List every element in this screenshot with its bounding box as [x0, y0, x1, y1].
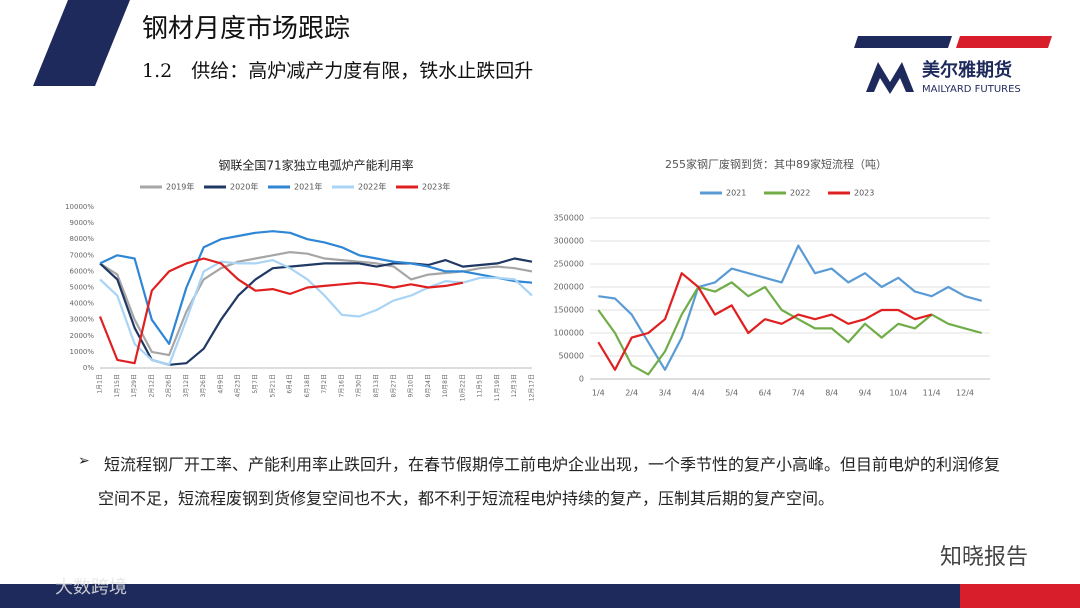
x-tick-label: 5/4 [725, 389, 738, 398]
x-tick-label: 11月19日 [494, 374, 501, 401]
x-tick-label: 8/4 [825, 389, 838, 398]
x-tick-label: 3月12日 [183, 374, 190, 397]
legend-label: 2022 [790, 189, 810, 198]
x-tick-label: 8月27日 [390, 374, 397, 397]
x-tick-label: 3月26日 [200, 374, 207, 397]
x-tick-label: 7月30日 [356, 374, 363, 397]
x-tick-label: 8月13日 [373, 374, 380, 397]
header-bar [33, 0, 130, 86]
chart-title: 255家钢厂废钢到货：其中89家短流程（吨） [665, 157, 887, 171]
x-tick-label: 1月29日 [131, 374, 138, 397]
x-tick-label: 7/4 [792, 389, 805, 398]
y-tick-label: 5000% [70, 284, 95, 292]
y-tick-label: 3000% [70, 316, 95, 324]
footer-bar [0, 584, 1080, 608]
series-line [98, 257, 464, 365]
y-tick-label: 0 [579, 375, 584, 384]
y-tick-label: 350000 [553, 214, 584, 223]
x-tick-label: 11/4 [923, 389, 941, 398]
legend-label: 2020年 [230, 182, 258, 192]
bullet-box: 短流程钢厂开工率、产能利用率止跌回升，在春节假期停工前电炉企业出现，一个季节性的… [98, 455, 1001, 508]
x-tick-label: 5月21日 [269, 374, 276, 397]
legend-label: 2023年 [422, 182, 450, 192]
x-tick-label: 10月8日 [442, 374, 449, 397]
logo-english: MAILYARD FUTURES [922, 84, 1021, 95]
y-tick-label: 10000% [65, 203, 94, 211]
logo-name: 美尔雅期货 [922, 59, 1012, 81]
footer-mark: 大数跨境 [55, 577, 127, 598]
x-tick-label: 1月15日 [114, 374, 121, 397]
y-tick-label: 8000% [70, 235, 95, 243]
x-tick-label: 2月26日 [166, 374, 173, 397]
x-tick-label: 10/4 [889, 389, 907, 398]
x-tick-label: 4月23日 [235, 374, 242, 397]
slide-title: 钢材月度市场跟踪 [142, 14, 350, 44]
y-tick-label: 300000 [553, 237, 584, 246]
slide-subtitle: 1.2 供给：高炉减产力度有限，铁水止跌回升 [142, 60, 533, 82]
x-tick-label: 9月24日 [425, 374, 432, 397]
series-line [99, 257, 533, 366]
series-line [598, 244, 982, 371]
legend-label: 2019年 [166, 182, 194, 192]
y-tick-label: 150000 [553, 306, 584, 315]
x-tick-label: 4月9日 [217, 374, 224, 394]
y-tick-label: 100000 [553, 329, 584, 338]
chart-title: 钢联全国71家独立电弧炉产能利用率 [218, 158, 413, 173]
bullet-marker: ➢ [78, 453, 90, 469]
x-tick-label: 7月16日 [338, 374, 345, 397]
x-tick-label: 3/4 [659, 389, 672, 398]
y-tick-label: 9000% [70, 219, 95, 227]
legend-label: 2021年 [294, 182, 322, 192]
y-tick-label: 0% [83, 364, 94, 372]
x-tick-label: 5月7日 [252, 374, 259, 394]
y-tick-label: 1000% [70, 348, 95, 356]
logo-stripe [956, 36, 1052, 48]
x-tick-label: 12月3日 [511, 374, 518, 397]
x-tick-label: 4/4 [692, 389, 705, 398]
y-tick-label: 50000 [559, 352, 584, 361]
x-tick-label: 6/4 [759, 389, 772, 398]
x-tick-label: 11月5日 [477, 374, 484, 397]
y-tick-label: 2000% [70, 332, 95, 340]
x-tick-label: 2月12日 [148, 374, 155, 397]
y-tick-label: 4000% [70, 300, 95, 308]
watermark: 知晓报告 [940, 545, 1028, 570]
bullet-text: 短流程钢厂开工率、产能利用率止跌回升，在春节假期停工前电炉企业出现，一个季节性的… [98, 455, 1001, 508]
x-tick-label: 6月4日 [287, 374, 294, 394]
series-line [99, 230, 533, 345]
series-line [597, 281, 982, 376]
series-line [597, 272, 932, 371]
y-tick-label: 200000 [553, 283, 584, 292]
footer-accent [960, 584, 1080, 608]
logo-stripe [854, 36, 952, 48]
x-tick-label: 6月18日 [304, 374, 311, 397]
y-tick-label: 250000 [553, 260, 584, 269]
x-tick-label: 1/4 [592, 389, 605, 398]
x-tick-label: 10月22日 [459, 374, 466, 401]
legend-label: 2023 [854, 189, 874, 198]
x-tick-label: 12/4 [956, 389, 974, 398]
x-tick-label: 12月17日 [529, 374, 536, 401]
logo-icon [866, 62, 914, 94]
x-tick-label: 9月10日 [408, 374, 415, 397]
x-tick-label: 1月1日 [97, 374, 104, 394]
legend-label: 2021 [726, 189, 746, 198]
x-tick-label: 9/4 [859, 389, 872, 398]
y-tick-label: 6000% [70, 267, 95, 275]
legend-label: 2022年 [358, 182, 386, 192]
x-tick-label: 7月2日 [321, 374, 328, 394]
x-tick-label: 2/4 [625, 389, 638, 398]
y-tick-label: 7000% [70, 251, 95, 259]
